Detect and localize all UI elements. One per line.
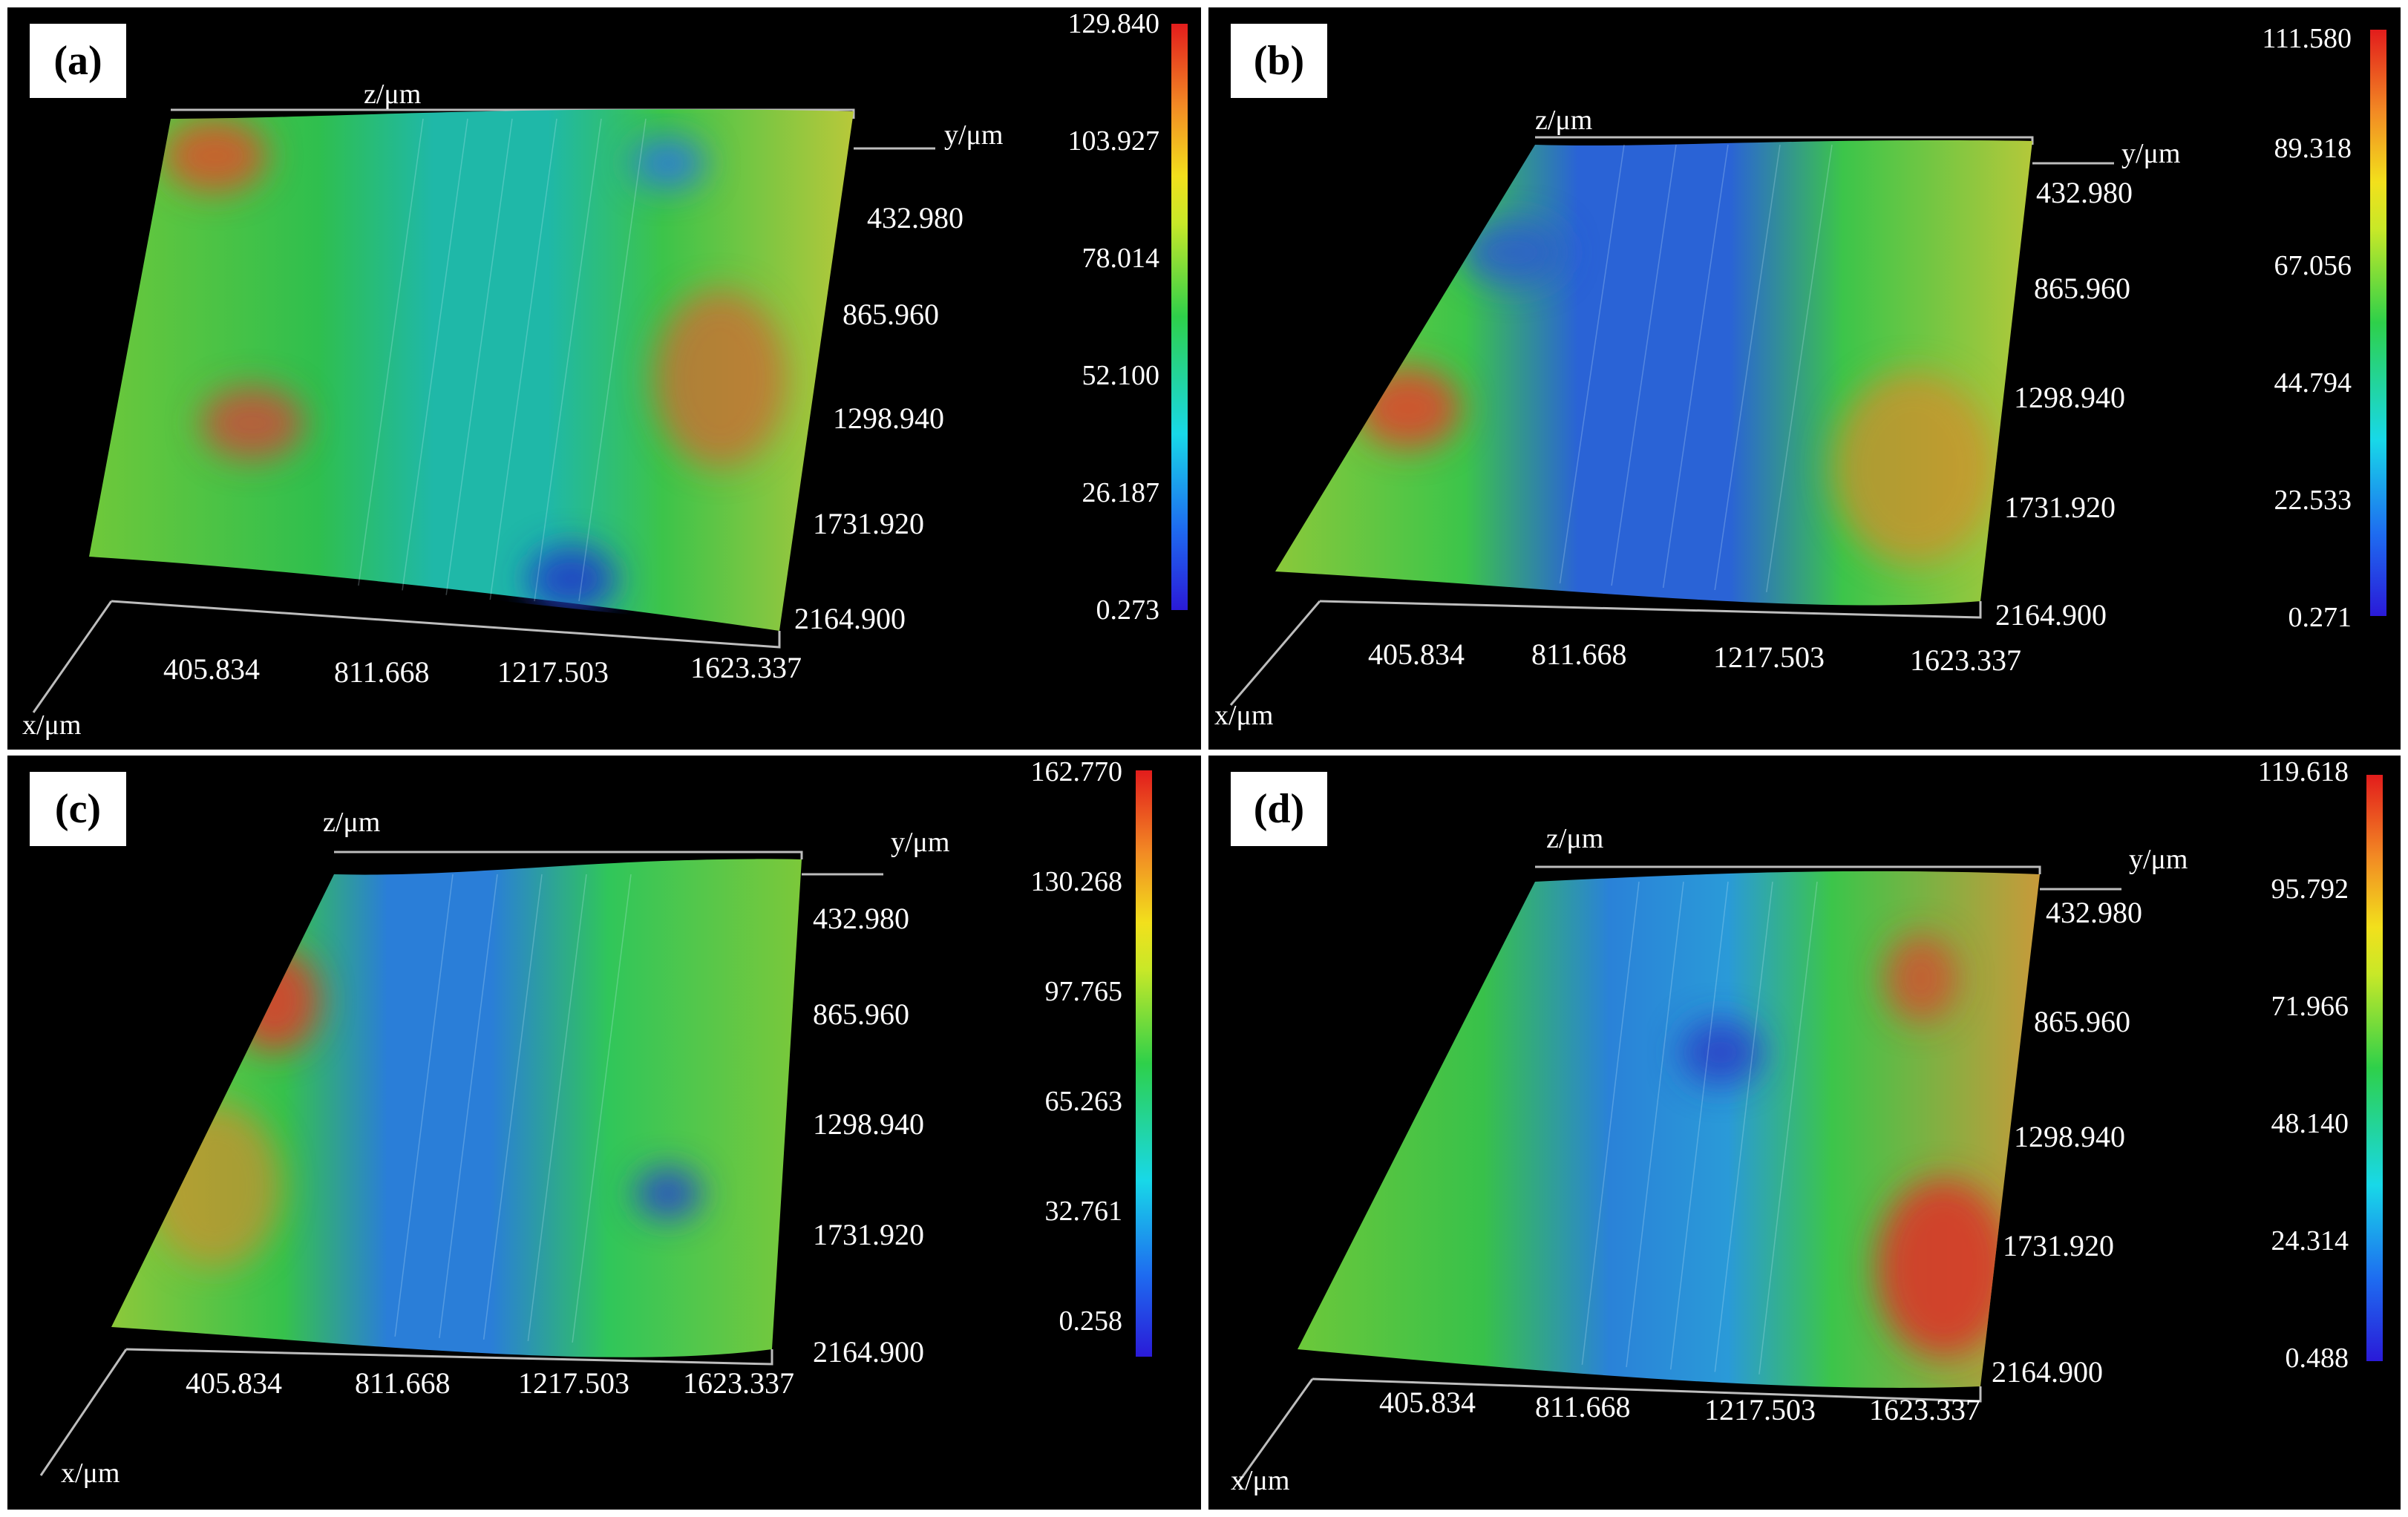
surface-c [111, 859, 802, 1357]
y-tick-b-4: 1731.920 [2004, 491, 2116, 524]
z-axis-name-d: z/μm [1546, 823, 1604, 854]
panel-tag-d: (d) [1231, 772, 1327, 846]
y-tick-a-4: 1731.920 [813, 507, 924, 540]
surface-d [1298, 871, 2040, 1388]
surface-plot-c [39, 851, 883, 1476]
colorbar-tick-c-2: 130.268 [1030, 866, 1123, 897]
colorbar-tick-d-5: 24.314 [2271, 1225, 2349, 1256]
y-tick-c-3: 1298.940 [813, 1107, 924, 1141]
colorbar-tick-b-4: 44.794 [2274, 367, 2352, 399]
x-axis-name-a: x/μm [22, 710, 82, 741]
y-tick-a-3: 1298.940 [833, 402, 944, 435]
z-axis-name-c: z/μm [323, 807, 381, 838]
colorbar-tick-c-3: 97.765 [1044, 976, 1123, 1007]
y-tick-c-2: 865.960 [813, 997, 909, 1031]
surface-plot-b [1229, 136, 2114, 706]
colorbar-tick-c-1: 162.770 [1030, 756, 1123, 787]
y-tick-c-1: 432.980 [813, 902, 909, 935]
x-tick-c-2: 811.668 [355, 1366, 451, 1400]
surface-a [89, 109, 854, 631]
bounding-box-b [1229, 136, 2114, 706]
panel-d: (d) z/μm y/μm x/μm 432.980 865.960 1298.… [1208, 756, 2401, 1510]
colorbar-tick-a-2: 103.927 [1067, 125, 1160, 157]
y-tick-d-1: 432.980 [2046, 896, 2142, 929]
x-tick-d-4: 1623.337 [1869, 1393, 1980, 1426]
panel-a: (a) z/μm y/μm x/μm 432.980 865.960 1298.… [7, 7, 1201, 750]
y-axis-name-c: y/μm [891, 827, 950, 858]
x-axis-name-b: x/μm [1214, 700, 1274, 731]
y-tick-d-4: 1731.920 [2003, 1229, 2114, 1262]
colorbar-tick-c-4: 65.263 [1044, 1086, 1123, 1117]
y-tick-b-3: 1298.940 [2014, 381, 2125, 414]
panel-tag-a: (a) [30, 24, 126, 98]
panel-tag-c: (c) [30, 772, 126, 846]
colorbar-b [2370, 30, 2386, 616]
colorbar-tick-a-4: 52.100 [1082, 360, 1160, 391]
x-tick-b-1: 405.834 [1368, 638, 1465, 671]
colorbar-tick-b-6: 0.271 [2288, 602, 2352, 633]
colorbar-tick-a-6: 0.273 [1096, 594, 1160, 626]
panel-tag-b: (b) [1231, 24, 1327, 98]
colorbar-tick-d-4: 48.140 [2271, 1108, 2349, 1139]
colorbar-tick-b-1: 111.580 [2262, 23, 2352, 54]
bounding-box-c [39, 851, 883, 1476]
surface-plot-d [1237, 865, 2121, 1484]
bounding-box-a [32, 108, 935, 713]
panel-c: (c) z/μm y/μm x/μm 432.980 865.960 1298.… [7, 756, 1201, 1510]
colorbar-tick-d-6: 0.488 [2285, 1343, 2349, 1374]
panel-b: (b) z/μm y/μm x/μm 432.980 865.960 1298.… [1208, 7, 2401, 750]
z-axis-name-b: z/μm [1535, 105, 1593, 136]
colorbar-tick-b-5: 22.533 [2274, 485, 2352, 516]
x-tick-d-1: 405.834 [1379, 1386, 1476, 1419]
y-tick-b-1: 432.980 [2036, 176, 2133, 209]
x-tick-a-2: 811.668 [334, 655, 430, 689]
y-axis-name-a: y/μm [944, 119, 1004, 151]
y-tick-c-4: 1731.920 [813, 1218, 924, 1251]
y-tick-a-5: 2164.900 [794, 602, 906, 635]
surface-plot-a [32, 108, 935, 713]
colorbar-c [1136, 770, 1152, 1357]
y-tick-d-5: 2164.900 [1992, 1355, 2103, 1389]
x-tick-c-4: 1623.337 [683, 1366, 794, 1400]
colorbar-tick-d-2: 95.792 [2271, 874, 2349, 905]
x-tick-d-2: 811.668 [1535, 1390, 1631, 1423]
x-tick-b-4: 1623.337 [1910, 643, 2021, 677]
x-tick-c-3: 1217.503 [518, 1366, 629, 1400]
colorbar-a [1171, 24, 1188, 610]
colorbar-tick-d-3: 71.966 [2271, 991, 2349, 1022]
colorbar-tick-a-1: 129.840 [1067, 8, 1160, 39]
x-axis-name-d: x/μm [1231, 1465, 1290, 1496]
x-tick-c-1: 405.834 [186, 1366, 282, 1400]
x-tick-b-2: 811.668 [1531, 638, 1627, 671]
colorbar-tick-c-5: 32.761 [1044, 1196, 1123, 1227]
x-tick-b-3: 1217.503 [1713, 640, 1825, 674]
colorbar-tick-b-2: 89.318 [2274, 133, 2352, 164]
y-tick-a-1: 432.980 [867, 201, 963, 235]
x-axis-name-c: x/μm [61, 1458, 120, 1489]
colorbar-tick-a-3: 78.014 [1082, 243, 1160, 274]
y-tick-d-3: 1298.940 [2014, 1120, 2125, 1153]
y-tick-d-2: 865.960 [2034, 1005, 2130, 1038]
y-tick-c-5: 2164.900 [813, 1335, 924, 1369]
colorbar-tick-a-5: 26.187 [1082, 477, 1160, 508]
x-tick-a-4: 1623.337 [690, 651, 802, 684]
x-tick-a-1: 405.834 [163, 652, 260, 686]
bounding-box-d [1237, 865, 2121, 1484]
y-axis-name-d: y/μm [2129, 844, 2188, 875]
colorbar-tick-c-6: 0.258 [1059, 1305, 1123, 1337]
colorbar-tick-b-3: 67.056 [2274, 250, 2352, 281]
y-axis-name-b: y/μm [2121, 138, 2181, 169]
x-tick-a-3: 1217.503 [497, 655, 609, 689]
z-axis-name-a: z/μm [364, 79, 422, 110]
y-tick-a-2: 865.960 [843, 298, 939, 331]
y-tick-b-5: 2164.900 [1995, 598, 2107, 632]
colorbar-d [2366, 775, 2383, 1361]
x-tick-d-3: 1217.503 [1704, 1393, 1816, 1426]
colorbar-tick-d-1: 119.618 [2257, 756, 2349, 787]
y-tick-b-2: 865.960 [2034, 272, 2130, 305]
